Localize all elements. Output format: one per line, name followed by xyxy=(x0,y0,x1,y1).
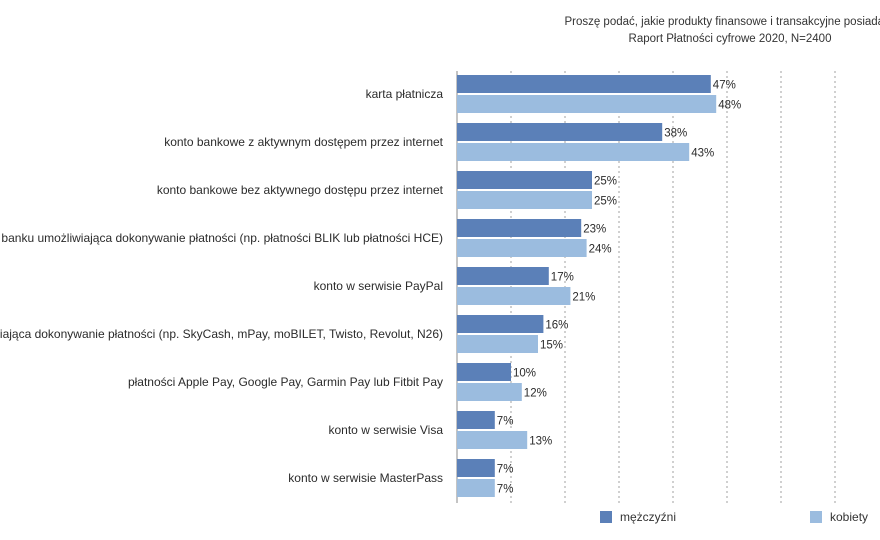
legend-swatch-men xyxy=(600,511,612,523)
data-label-men: 7% xyxy=(497,464,514,476)
bar-men xyxy=(457,363,511,381)
bar-women xyxy=(457,239,587,257)
category-label: konto bankowe bez aktywnego dostępu prze… xyxy=(157,183,444,197)
category-label: konto w serwisie PayPal xyxy=(314,279,443,293)
chart-title-line-1: Proszę podać, jakie produkty finansowe i… xyxy=(564,16,880,28)
bar-men xyxy=(457,171,592,189)
category-label: konto w serwisie Visa xyxy=(329,423,444,437)
category-label: karta płatnicza xyxy=(366,87,444,101)
bar-women xyxy=(457,143,690,161)
bar-women xyxy=(457,383,522,401)
data-label-men: 7% xyxy=(497,416,514,428)
bar-women xyxy=(457,431,528,449)
data-label-women: 48% xyxy=(718,100,741,112)
category-label: płatności Apple Pay, Google Pay, Garmin … xyxy=(128,375,443,389)
category-label: aplikacja banku umożliwiająca dokonywani… xyxy=(0,231,443,245)
bar-men xyxy=(457,315,544,333)
bar-women xyxy=(457,287,571,305)
legend-swatch-women xyxy=(810,511,822,523)
chart-subtitle: Raport Płatności cyfrowe 2020, N=2400 xyxy=(628,33,832,45)
legend-item-women: kobiety xyxy=(810,510,868,524)
legend-label-women: kobiety xyxy=(830,510,869,524)
chart-title: Proszę podać, jakie produkty finansowe i… xyxy=(470,14,880,48)
data-label-men: 25% xyxy=(594,176,617,188)
data-label-men: 47% xyxy=(713,80,736,92)
data-label-men: 23% xyxy=(583,224,606,236)
bar-men xyxy=(457,267,549,285)
data-label-women: 15% xyxy=(540,340,563,352)
bar-women xyxy=(457,95,717,113)
legend-item-men: mężczyźni xyxy=(600,510,676,524)
bar-women xyxy=(457,335,538,353)
bar-men xyxy=(457,123,663,141)
data-label-men: 17% xyxy=(551,272,574,284)
bar-men xyxy=(457,459,495,477)
bar-men xyxy=(457,75,711,93)
data-label-men: 10% xyxy=(513,368,536,380)
data-label-men: 16% xyxy=(545,320,568,332)
data-label-women: 13% xyxy=(529,436,552,448)
data-label-women: 25% xyxy=(594,196,617,208)
data-label-women: 7% xyxy=(497,484,514,496)
data-label-women: 43% xyxy=(691,148,714,160)
legend-label-men: mężczyźni xyxy=(620,510,677,524)
data-label-women: 12% xyxy=(524,388,547,400)
category-label: aplikacja umożliwiająca dokonywanie płat… xyxy=(0,327,443,341)
bar-women xyxy=(457,479,495,497)
category-label: konto w serwisie MasterPass xyxy=(288,471,443,485)
bar-men xyxy=(457,411,495,429)
bar-men xyxy=(457,219,582,237)
data-label-women: 21% xyxy=(572,292,595,304)
data-label-women: 24% xyxy=(589,244,612,256)
bar-women xyxy=(457,191,592,209)
data-label-men: 38% xyxy=(664,128,687,140)
category-label: konto bankowe z aktywnym dostępem przez … xyxy=(164,135,443,149)
